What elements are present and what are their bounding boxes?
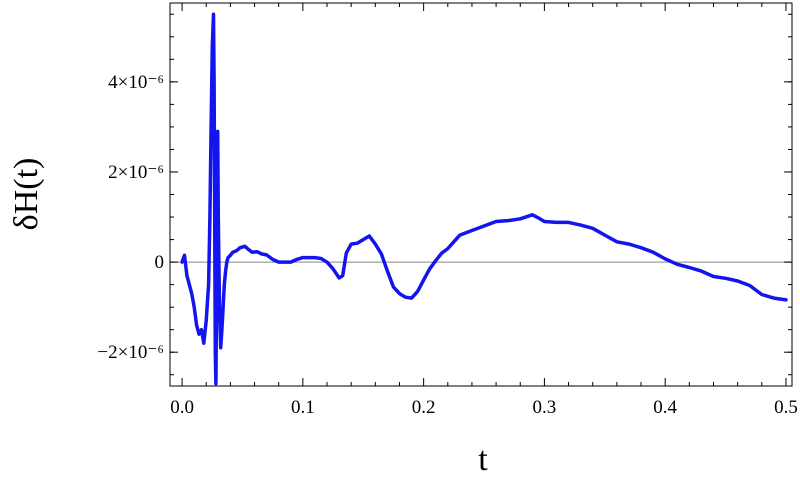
x-tick-label: 0.2 bbox=[412, 397, 436, 418]
y-axis-label: δH(t) bbox=[8, 158, 45, 231]
plot-frame bbox=[169, 2, 793, 387]
y-tick-label: 4×10⁻⁶ bbox=[108, 72, 164, 93]
x-axis-label: t bbox=[478, 441, 488, 478]
y-tick-label: −2×10⁻⁶ bbox=[97, 342, 164, 363]
y-axis-ticks: −2×10⁻⁶ 0 2×10⁻⁶ 4×10⁻⁶ bbox=[97, 13, 792, 376]
x-tick-label: 0.3 bbox=[533, 397, 557, 418]
x-tick-label: 0.5 bbox=[774, 397, 798, 418]
x-tick-label: 0.4 bbox=[653, 397, 677, 418]
x-axis-ticks: 0.0 0.1 0.2 0.3 0.4 0.5 bbox=[170, 3, 798, 418]
x-tick-label: 0.1 bbox=[291, 397, 315, 418]
y-tick-label: 0 bbox=[155, 252, 165, 273]
y-tick-label: 2×10⁻⁶ bbox=[108, 162, 164, 183]
series-line bbox=[180, 12, 788, 386]
x-tick-label: 0.0 bbox=[170, 397, 194, 418]
